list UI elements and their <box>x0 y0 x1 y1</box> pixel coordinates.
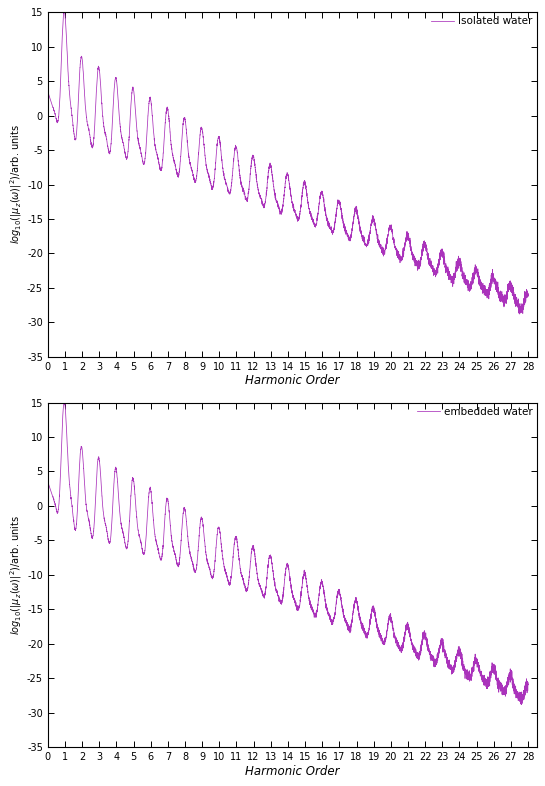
Y-axis label: $log_{10}(|\mu_z(\omega)|^2)$/arb. units: $log_{10}(|\mu_z(\omega)|^2)$/arb. units <box>8 515 24 635</box>
Legend: isolated water: isolated water <box>431 17 532 27</box>
Legend: embedded water: embedded water <box>417 406 532 417</box>
X-axis label: Harmonic Order: Harmonic Order <box>245 765 340 777</box>
X-axis label: Harmonic Order: Harmonic Order <box>245 374 340 387</box>
Y-axis label: $log_{10}(|\mu_z(\omega)|^2)$/arb. units: $log_{10}(|\mu_z(\omega)|^2)$/arb. units <box>8 125 24 244</box>
